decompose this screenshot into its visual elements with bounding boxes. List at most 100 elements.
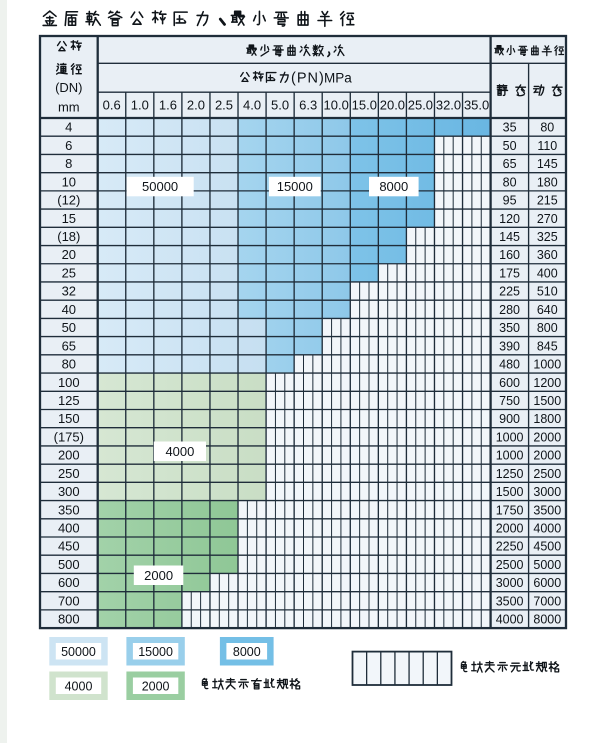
svg-text:6000: 6000 xyxy=(533,576,561,590)
svg-text:175: 175 xyxy=(499,267,520,281)
svg-text:25: 25 xyxy=(62,266,76,281)
svg-text:4000: 4000 xyxy=(533,522,561,536)
svg-text:1500: 1500 xyxy=(533,394,561,408)
svg-text:MPa: MPa xyxy=(324,71,352,86)
svg-text:4000: 4000 xyxy=(496,613,524,627)
svg-text:8000: 8000 xyxy=(533,613,561,627)
svg-text:145: 145 xyxy=(537,157,558,171)
svg-text:2000: 2000 xyxy=(144,568,173,583)
svg-text:510: 510 xyxy=(537,285,558,299)
svg-text:2000: 2000 xyxy=(142,679,170,693)
svg-text:1800: 1800 xyxy=(533,412,561,426)
svg-text:400: 400 xyxy=(537,267,558,281)
svg-text:1200: 1200 xyxy=(533,376,561,390)
svg-text:15000: 15000 xyxy=(138,645,173,659)
svg-text:1.0: 1.0 xyxy=(131,98,149,113)
svg-text:1000: 1000 xyxy=(533,358,561,372)
svg-text:2000: 2000 xyxy=(496,522,524,536)
svg-text:450: 450 xyxy=(58,539,80,554)
svg-text:95: 95 xyxy=(503,194,517,208)
svg-text:2500: 2500 xyxy=(496,558,524,572)
svg-text:500: 500 xyxy=(58,557,80,572)
svg-text:15: 15 xyxy=(62,211,76,226)
svg-text:7000: 7000 xyxy=(533,594,561,608)
svg-text:200: 200 xyxy=(58,448,80,463)
svg-text:0.6: 0.6 xyxy=(103,98,121,113)
svg-text:1500: 1500 xyxy=(496,485,524,499)
svg-text:1000: 1000 xyxy=(496,430,524,444)
svg-text:6.3: 6.3 xyxy=(299,98,317,113)
svg-text:(12): (12) xyxy=(57,193,80,208)
svg-text:3500: 3500 xyxy=(496,594,524,608)
svg-text:4000: 4000 xyxy=(65,679,93,693)
svg-text:480: 480 xyxy=(499,358,520,372)
svg-text:40: 40 xyxy=(62,302,76,317)
svg-text:145: 145 xyxy=(499,230,520,244)
svg-text:8000: 8000 xyxy=(379,179,408,194)
svg-text:1750: 1750 xyxy=(496,503,524,517)
svg-text:50000: 50000 xyxy=(142,179,178,194)
svg-text:20.0: 20.0 xyxy=(380,98,405,113)
svg-text:2.5: 2.5 xyxy=(215,98,233,113)
svg-text:160: 160 xyxy=(499,248,520,262)
svg-text:50: 50 xyxy=(62,320,76,335)
svg-text:2000: 2000 xyxy=(533,449,561,463)
svg-text:80: 80 xyxy=(503,175,517,189)
svg-text:2.0: 2.0 xyxy=(187,98,205,113)
svg-text:150: 150 xyxy=(58,411,80,426)
svg-text:10.0: 10.0 xyxy=(324,98,349,113)
svg-text:750: 750 xyxy=(499,394,520,408)
svg-text:4000: 4000 xyxy=(165,444,194,459)
svg-text:3500: 3500 xyxy=(533,503,561,517)
svg-text:125: 125 xyxy=(58,393,80,408)
svg-text:390: 390 xyxy=(499,339,520,353)
svg-text:300: 300 xyxy=(58,484,80,499)
svg-text:20: 20 xyxy=(62,247,76,262)
svg-text:215: 215 xyxy=(537,194,558,208)
svg-text:350: 350 xyxy=(499,321,520,335)
svg-text:6: 6 xyxy=(65,138,72,153)
svg-text:3000: 3000 xyxy=(496,576,524,590)
svg-text:400: 400 xyxy=(58,521,80,536)
svg-text:(18): (18) xyxy=(57,229,80,244)
svg-text:(175): (175) xyxy=(54,429,84,444)
svg-text:640: 640 xyxy=(537,303,558,317)
svg-text:8: 8 xyxy=(65,156,72,171)
svg-text:65: 65 xyxy=(62,338,76,353)
svg-text:100: 100 xyxy=(58,375,80,390)
svg-text:35.0: 35.0 xyxy=(464,98,489,113)
svg-text:2000: 2000 xyxy=(533,430,561,444)
svg-text:5.0: 5.0 xyxy=(271,98,289,113)
svg-text:600: 600 xyxy=(499,376,520,390)
svg-text:600: 600 xyxy=(58,575,80,590)
svg-text:700: 700 xyxy=(58,593,80,608)
svg-text:350: 350 xyxy=(58,502,80,517)
svg-text:1250: 1250 xyxy=(496,467,524,481)
svg-text:110: 110 xyxy=(537,139,557,153)
svg-text:25.0: 25.0 xyxy=(408,98,433,113)
svg-text:1000: 1000 xyxy=(496,449,524,463)
svg-text:360: 360 xyxy=(537,248,558,262)
svg-text:270: 270 xyxy=(537,212,558,226)
svg-text:2500: 2500 xyxy=(533,467,561,481)
svg-text:(DN): (DN) xyxy=(55,80,82,95)
svg-text:8000: 8000 xyxy=(233,645,261,659)
svg-text:845: 845 xyxy=(537,339,558,353)
svg-text:15.0: 15.0 xyxy=(352,98,377,113)
svg-text:65: 65 xyxy=(503,157,517,171)
svg-text:32.0: 32.0 xyxy=(436,98,461,113)
svg-text:800: 800 xyxy=(537,321,558,335)
svg-text:15000: 15000 xyxy=(277,179,313,194)
svg-text:(PN): (PN) xyxy=(291,71,325,87)
svg-text:180: 180 xyxy=(537,175,558,189)
svg-text:1.6: 1.6 xyxy=(159,98,177,113)
svg-text:250: 250 xyxy=(58,466,80,481)
svg-text:32: 32 xyxy=(62,284,76,299)
svg-text:280: 280 xyxy=(499,303,520,317)
svg-text:325: 325 xyxy=(537,230,558,244)
svg-text:10: 10 xyxy=(62,174,76,189)
svg-text:4500: 4500 xyxy=(533,540,561,554)
svg-text:mm: mm xyxy=(58,100,80,115)
svg-text:120: 120 xyxy=(499,212,520,226)
svg-text:35: 35 xyxy=(503,121,517,135)
